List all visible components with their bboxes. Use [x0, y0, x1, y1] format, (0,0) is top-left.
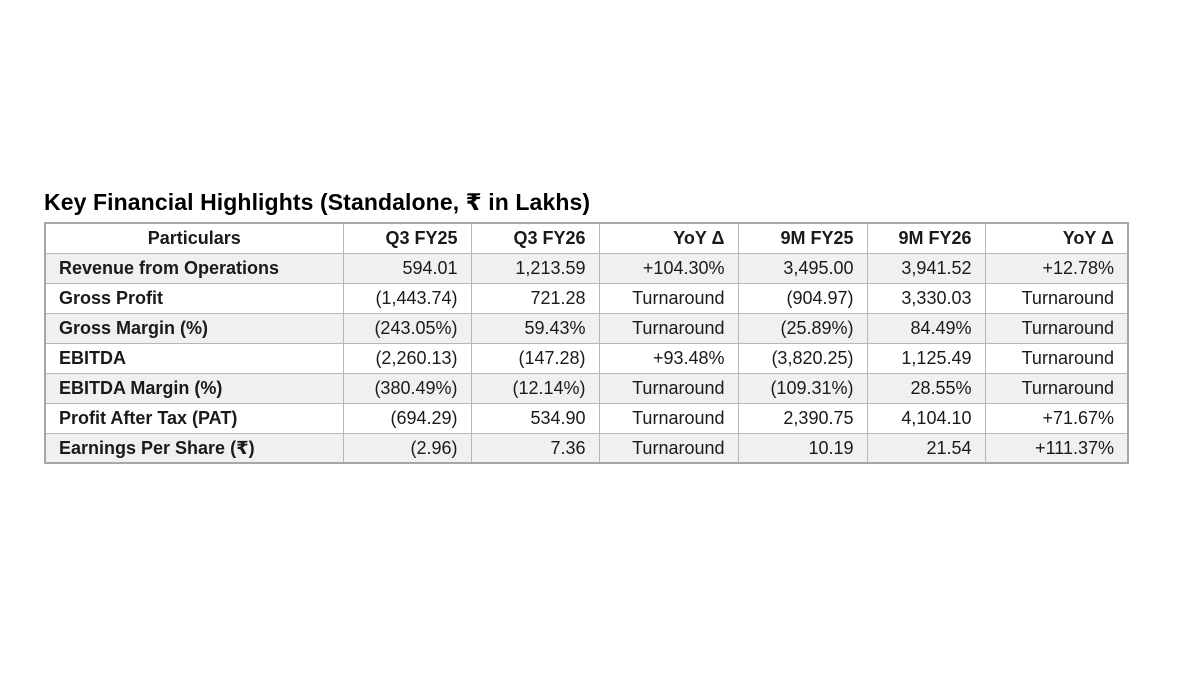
cell-yoy-9m: +12.78%: [984, 252, 1129, 284]
cell-q3fy26: 534.90: [470, 402, 600, 434]
table-row-ebitda: EBITDA (2,260.13) (147.28) +93.48% (3,82…: [44, 342, 1129, 374]
cell-q3fy25: (243.05%): [342, 312, 472, 344]
cell-9mfy25: (904.97): [737, 282, 868, 314]
cell-9mfy26: 1,125.49: [866, 342, 986, 374]
column-header-yoy-9m: YoY Δ: [984, 222, 1129, 254]
table-title: Key Financial Highlights (Standalone, ₹ …: [44, 189, 591, 215]
cell-q3fy25: (380.49%): [342, 372, 472, 404]
column-header-particulars: Particulars: [44, 222, 344, 254]
table-row-eps: Earnings Per Share (₹) (2.96) 7.36 Turna…: [44, 432, 1129, 464]
financial-highlights-table: Particulars Q3 FY25 Q3 FY26 YoY Δ 9M FY2…: [44, 222, 1129, 464]
column-header-9mfy26: 9M FY26: [866, 222, 986, 254]
cell-yoy-9m: Turnaround: [984, 342, 1129, 374]
column-header-q3fy25: Q3 FY25: [342, 222, 472, 254]
cell-q3fy26: 721.28: [470, 282, 600, 314]
cell-9mfy25: (109.31%): [737, 372, 868, 404]
cell-q3fy25: 594.01: [342, 252, 472, 284]
table-row-gross-margin: Gross Margin (%) (243.05%) 59.43% Turnar…: [44, 312, 1129, 344]
cell-yoy-quarter: Turnaround: [598, 282, 739, 314]
cell-yoy-9m: Turnaround: [984, 282, 1129, 314]
cell-q3fy25: (2.96): [342, 432, 472, 464]
cell-9mfy25: 2,390.75: [737, 402, 868, 434]
cell-q3fy26: (147.28): [470, 342, 600, 374]
table-header-row: Particulars Q3 FY25 Q3 FY26 YoY Δ 9M FY2…: [44, 222, 1129, 254]
cell-q3fy26: (12.14%): [470, 372, 600, 404]
cell-q3fy26: 1,213.59: [470, 252, 600, 284]
cell-yoy-quarter: +104.30%: [598, 252, 739, 284]
row-label: Earnings Per Share (₹): [44, 432, 344, 464]
cell-9mfy26: 84.49%: [866, 312, 986, 344]
row-label: Gross Margin (%): [44, 312, 344, 344]
cell-yoy-quarter: Turnaround: [598, 312, 739, 344]
row-label: Profit After Tax (PAT): [44, 402, 344, 434]
cell-9mfy25: (3,820.25): [737, 342, 868, 374]
row-label: Gross Profit: [44, 282, 344, 314]
cell-yoy-quarter: +93.48%: [598, 342, 739, 374]
cell-q3fy26: 7.36: [470, 432, 600, 464]
cell-yoy-9m: Turnaround: [984, 372, 1129, 404]
cell-9mfy26: 21.54: [866, 432, 986, 464]
table-row-revenue: Revenue from Operations 594.01 1,213.59 …: [44, 252, 1129, 284]
cell-yoy-9m: +71.67%: [984, 402, 1129, 434]
cell-q3fy25: (1,443.74): [342, 282, 472, 314]
cell-9mfy26: 3,330.03: [866, 282, 986, 314]
table-row-gross-profit: Gross Profit (1,443.74) 721.28 Turnaroun…: [44, 282, 1129, 314]
cell-9mfy26: 3,941.52: [866, 252, 986, 284]
cell-q3fy25: (694.29): [342, 402, 472, 434]
cell-9mfy25: 10.19: [737, 432, 868, 464]
row-label: EBITDA Margin (%): [44, 372, 344, 404]
cell-yoy-9m: Turnaround: [984, 312, 1129, 344]
cell-q3fy26: 59.43%: [470, 312, 600, 344]
cell-yoy-quarter: Turnaround: [598, 372, 739, 404]
cell-yoy-9m: +111.37%: [984, 432, 1129, 464]
cell-9mfy25: (25.89%): [737, 312, 868, 344]
cell-q3fy25: (2,260.13): [342, 342, 472, 374]
column-header-q3fy26: Q3 FY26: [470, 222, 600, 254]
table-row-pat: Profit After Tax (PAT) (694.29) 534.90 T…: [44, 402, 1129, 434]
column-header-9mfy25: 9M FY25: [737, 222, 868, 254]
cell-9mfy26: 28.55%: [866, 372, 986, 404]
cell-yoy-quarter: Turnaround: [598, 402, 739, 434]
row-label: EBITDA: [44, 342, 344, 374]
column-header-yoy-quarter: YoY Δ: [598, 222, 739, 254]
cell-9mfy25: 3,495.00: [737, 252, 868, 284]
cell-9mfy26: 4,104.10: [866, 402, 986, 434]
table-row-ebitda-margin: EBITDA Margin (%) (380.49%) (12.14%) Tur…: [44, 372, 1129, 404]
row-label: Revenue from Operations: [44, 252, 344, 284]
cell-yoy-quarter: Turnaround: [598, 432, 739, 464]
